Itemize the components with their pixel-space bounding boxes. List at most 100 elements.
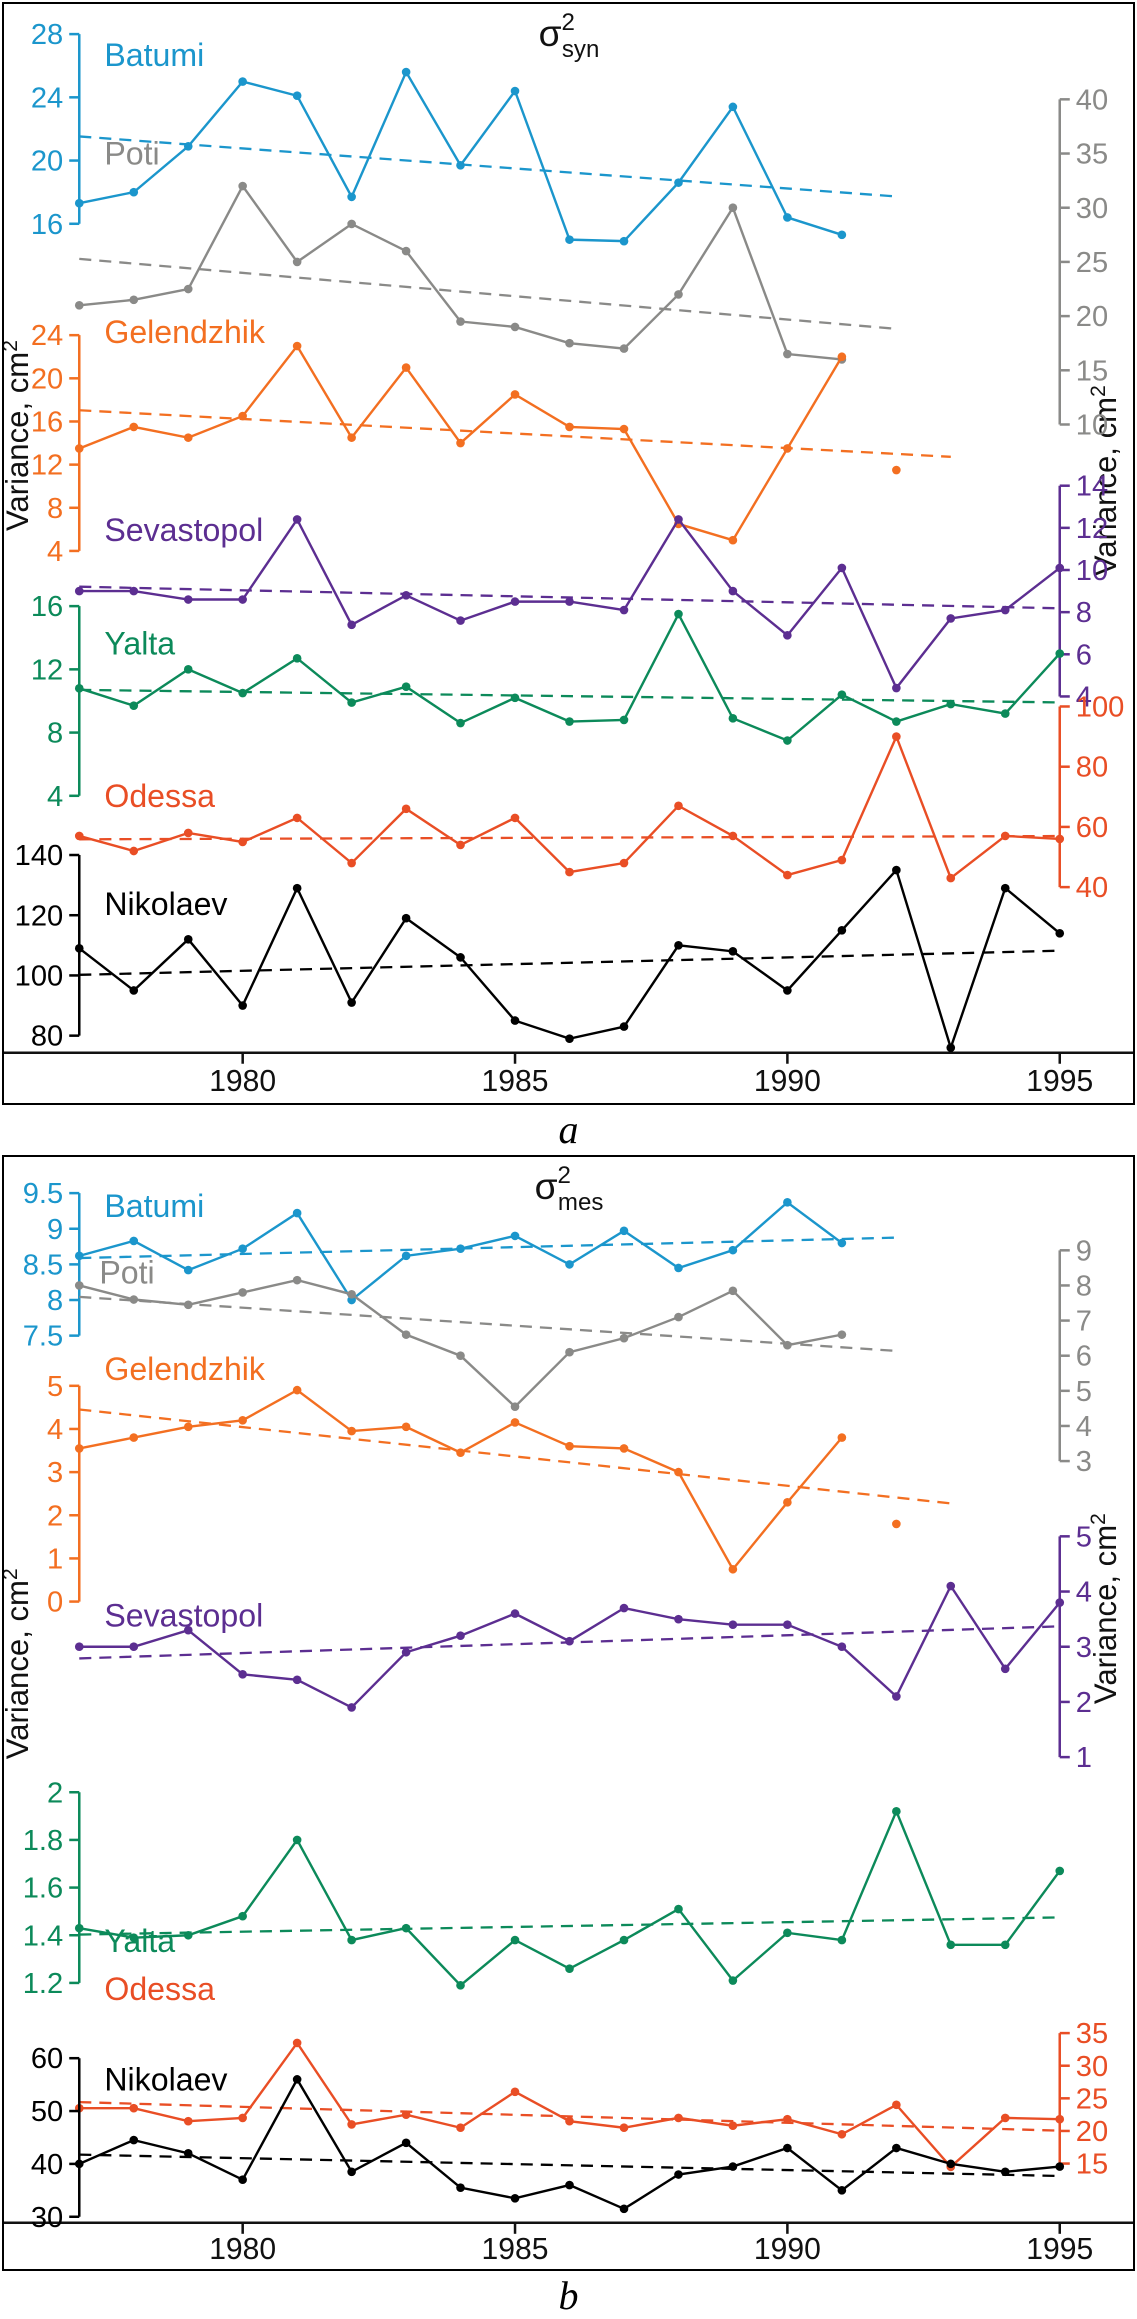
data-point (837, 1935, 847, 1945)
data-point (619, 1444, 629, 1453)
data-point (238, 181, 247, 191)
y-tick-label: 60 (1076, 812, 1108, 844)
data-point (401, 804, 411, 814)
series-label-batumi: Batumi (104, 1188, 204, 1224)
data-point (1000, 883, 1010, 893)
data-point (292, 1275, 302, 1285)
y-tick-label: 20 (31, 146, 63, 178)
data-point (74, 831, 84, 841)
data-point (292, 654, 302, 663)
data-point (728, 586, 738, 596)
y-tick-label: 1.6 (23, 1873, 63, 1905)
data-point (946, 1043, 956, 1053)
data-point (619, 424, 629, 434)
data-point (565, 1441, 574, 1451)
data-point (837, 230, 847, 240)
data-point (74, 300, 84, 310)
data-point (401, 246, 411, 256)
data-point (183, 1930, 193, 1940)
data-point (837, 2185, 847, 2195)
y-tick-label: 5 (1076, 1521, 1092, 1553)
data-point (674, 1263, 683, 1273)
data-point (129, 1236, 139, 1246)
y-tick-label: 8 (47, 718, 63, 750)
data-point (619, 236, 629, 246)
series-label-sevastopol: Sevastopol (104, 1598, 263, 1634)
data-point (1055, 1866, 1065, 1876)
series-gelendzhik: 0 1 2 3 4 5 Gelendzhik (47, 1351, 951, 1619)
data-point (728, 102, 738, 112)
data-point (74, 684, 84, 693)
data-point (510, 1935, 520, 1945)
series-label-nikolaev: Nikolaev (104, 886, 227, 922)
y-tick-label: 2 (1076, 1687, 1092, 1719)
data-point (238, 2113, 247, 2123)
chart-title: σ2 mes (535, 1162, 604, 1216)
y-tick-label: 3 (1076, 1446, 1092, 1478)
series-label-poti: Poti (104, 136, 159, 172)
data-point (347, 219, 356, 229)
data-point (565, 2180, 574, 2190)
data-point (292, 883, 302, 893)
data-point (565, 1259, 574, 1269)
data-point (728, 1620, 738, 1629)
y-axis-label-right: Variance, cm2 (1087, 1513, 1123, 1704)
data-point (347, 698, 356, 707)
data-point (183, 1265, 193, 1275)
data-point (183, 1422, 193, 1432)
x-tick-label: 1995 (1026, 2233, 1093, 2266)
data-point (892, 1691, 901, 1701)
data-point (347, 433, 356, 442)
series-nikolaev: 80 100 120 140 Nikolaev (15, 840, 1065, 1053)
data-point (510, 1418, 520, 1427)
data-point (674, 1467, 683, 1477)
data-point (728, 1245, 738, 1255)
data-point (292, 813, 302, 823)
data-point (728, 2121, 738, 2130)
y-tick-label: 140 (15, 840, 64, 872)
data-point (728, 947, 738, 956)
data-point (783, 1928, 792, 1938)
x-tick-label: 1985 (482, 1065, 549, 1098)
data-point (510, 86, 520, 96)
y-tick-label: 2 (47, 1777, 63, 1809)
data-point (183, 1625, 193, 1635)
data-point (1000, 605, 1010, 615)
data-point (347, 858, 356, 868)
data-point (347, 1426, 356, 1436)
y-tick-label: 4 (1076, 1576, 1092, 1608)
data-point (674, 1614, 683, 1624)
data-point (129, 586, 139, 596)
data-point (619, 1226, 629, 1236)
y-tick-label: 6 (1076, 1341, 1092, 1373)
data-point (456, 1351, 465, 1360)
data-point (401, 1422, 411, 1432)
data-point (401, 1647, 411, 1657)
y-tick-label: 120 (15, 900, 64, 932)
y-tick-label: 20 (1076, 301, 1108, 333)
y-tick-label: 25 (1076, 2083, 1108, 2115)
data-point (1000, 831, 1010, 841)
y-tick-label: 9.5 (23, 1178, 63, 1210)
y-tick-label: 1.8 (23, 1825, 63, 1857)
panel-a-caption: a (558, 1106, 579, 1152)
data-point (238, 1288, 247, 1297)
data-point (783, 870, 792, 880)
data-point (1055, 649, 1065, 658)
series-label-odessa: Odessa (104, 778, 215, 814)
data-point (1055, 563, 1065, 573)
data-point (837, 2129, 847, 2139)
data-point (783, 1340, 792, 1350)
data-point (1055, 834, 1065, 844)
x-tick-label: 1990 (754, 2233, 821, 2266)
series-sevastopol: 4 6 8 10 12 14 Sevastopol (74, 471, 1108, 713)
data-point (510, 322, 520, 332)
data-point (510, 1402, 520, 1411)
x-tick-label: 1995 (1026, 1065, 1093, 1098)
data-point (1055, 928, 1065, 938)
data-point (619, 344, 629, 353)
data-point (783, 1197, 792, 1207)
panel-b-caption: b (558, 2272, 579, 2318)
x-tick-label: 1980 (209, 2233, 276, 2266)
